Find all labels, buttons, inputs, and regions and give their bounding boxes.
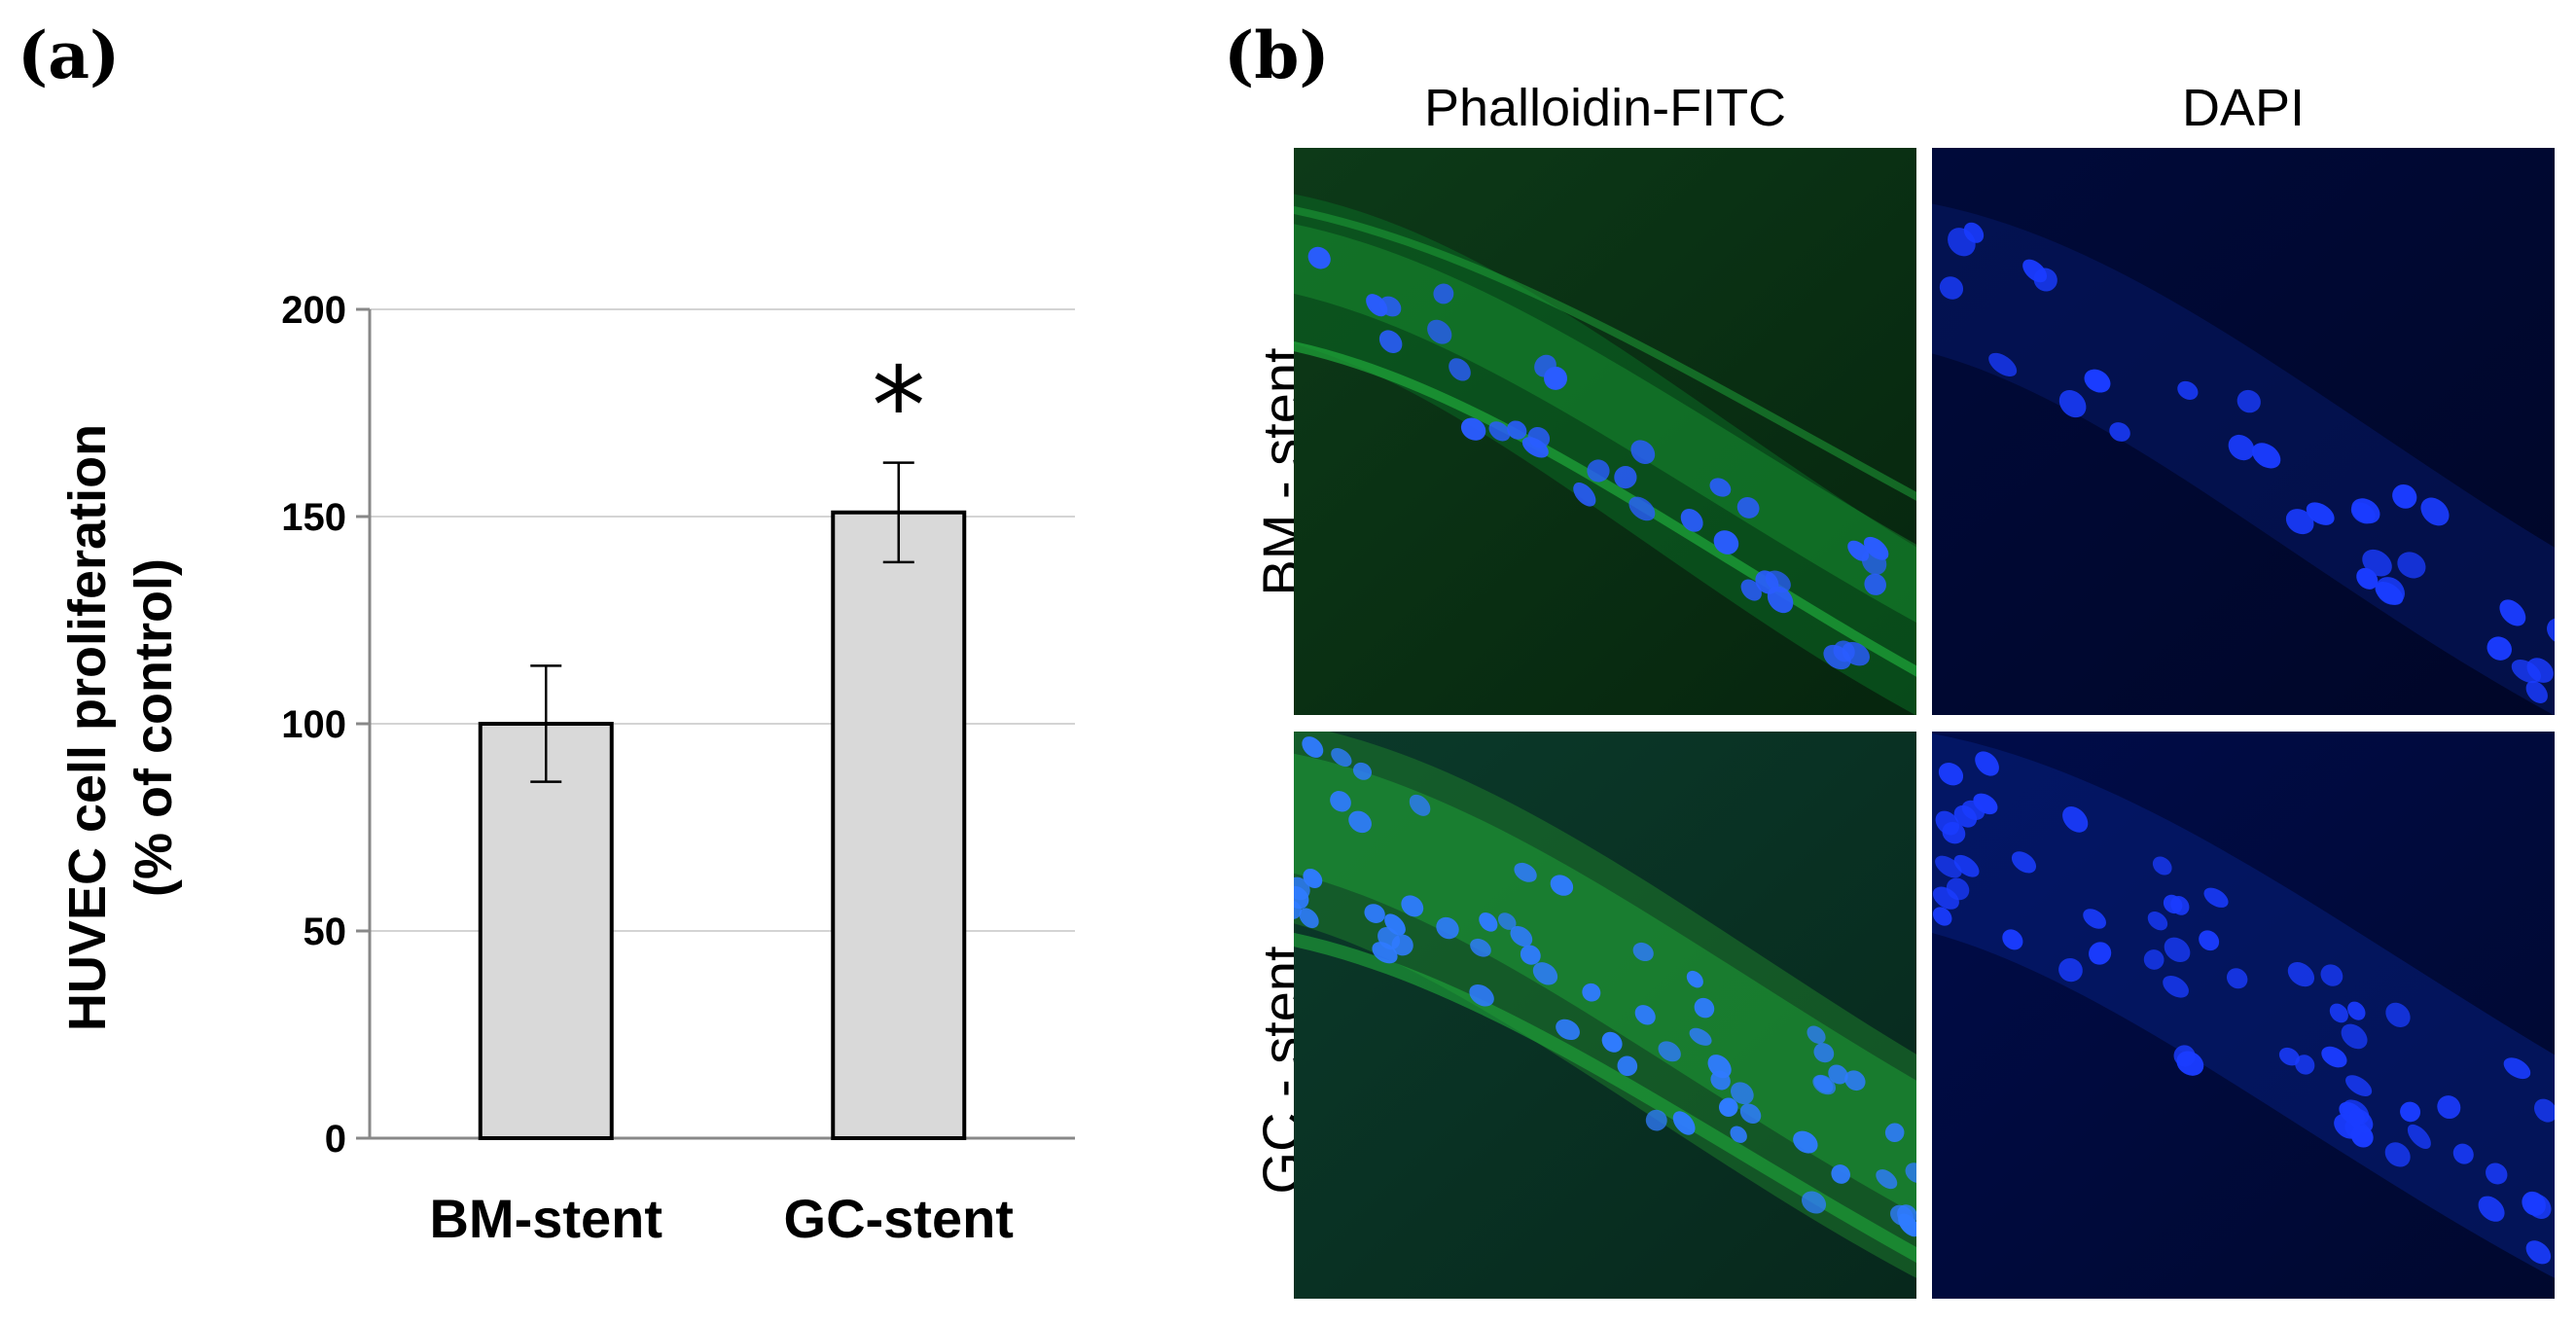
y-tick-label: 100 bbox=[281, 703, 346, 746]
y-tick-label: 50 bbox=[304, 911, 347, 953]
micrograph-gc-phalloidin bbox=[1294, 732, 1916, 1299]
panel-b-label: (b) bbox=[1224, 18, 1330, 93]
y-axis-label-line1: HUVEC cell proliferation bbox=[58, 424, 117, 1031]
bar-chart: 0 50 100 150 200 BM-stent GC-stent * HUVEC cell… bbox=[58, 289, 1075, 1249]
y-tick-label: 200 bbox=[281, 289, 346, 332]
micrograph-bm-phalloidin bbox=[1294, 148, 1916, 715]
x-category-label: GC-stent bbox=[784, 1188, 1014, 1249]
column-header-phalloidin: Phalloidin-FITC bbox=[1423, 79, 1787, 137]
column-header-dapi: DAPI bbox=[2181, 79, 2306, 137]
y-axis-label-line2: (% of control) bbox=[125, 558, 183, 897]
x-category-label: BM-stent bbox=[429, 1188, 662, 1249]
micrograph-gc-dapi bbox=[1932, 732, 2555, 1299]
y-tick-label: 0 bbox=[325, 1118, 346, 1161]
bar-gc-stent bbox=[831, 510, 967, 1140]
bar-bm-stent bbox=[478, 722, 614, 1140]
micrograph-bm-dapi bbox=[1932, 148, 2555, 715]
tick-labels: 0 50 100 150 200 BM-stent GC-stent * bbox=[281, 289, 1014, 1249]
bars bbox=[478, 461, 967, 1140]
panel-a-label: (a) bbox=[18, 18, 121, 93]
grid-lines bbox=[370, 308, 1075, 932]
y-tick-label: 150 bbox=[281, 496, 346, 539]
significance-marker: * bbox=[872, 344, 925, 469]
